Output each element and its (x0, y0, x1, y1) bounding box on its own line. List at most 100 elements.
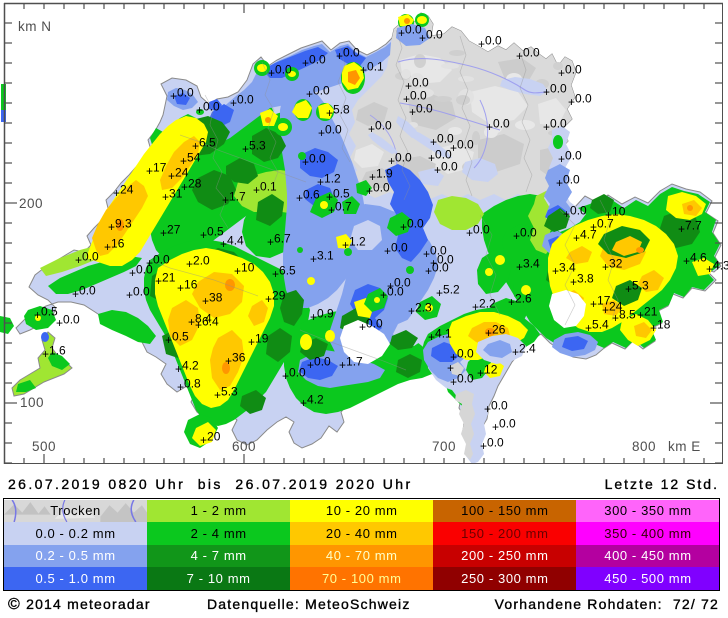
svg-text:+2.0: +2.0 (186, 254, 210, 272)
svg-text:+0.0: +0.0 (513, 226, 537, 244)
svg-text:+5.3: +5.3 (242, 139, 266, 157)
svg-text:+1.7: +1.7 (339, 355, 363, 373)
svg-text:+0.0: +0.0 (556, 173, 580, 191)
svg-text:+0.0: +0.0 (484, 399, 508, 417)
svg-text:+10: +10 (605, 205, 626, 223)
svg-text:+54: +54 (180, 151, 201, 169)
svg-text:+24: +24 (168, 166, 189, 184)
svg-text:+0.0: +0.0 (230, 93, 254, 111)
svg-text:+2.3: +2.3 (408, 301, 432, 319)
svg-text:100: 100 (20, 395, 44, 410)
svg-text:+0.0: +0.0 (405, 76, 429, 94)
svg-text:500: 500 (32, 439, 56, 454)
svg-text:+0.0: +0.0 (425, 261, 449, 279)
svg-text:+0.0: +0.0 (336, 46, 360, 64)
svg-text:+0.5: +0.5 (165, 330, 189, 348)
svg-text:+24: +24 (113, 183, 134, 201)
svg-text:+0.0: +0.0 (268, 63, 292, 81)
svg-text:+0.7: +0.7 (590, 217, 614, 235)
svg-text:200: 200 (19, 196, 43, 211)
svg-text:+4.6: +4.6 (683, 251, 707, 269)
svg-text:+3.4: +3.4 (516, 257, 540, 275)
svg-text:+0.0: +0.0 (543, 117, 567, 135)
svg-text:+0.1: +0.1 (360, 60, 384, 78)
svg-text:+0.0: +0.0 (129, 263, 153, 281)
svg-text:+0.0: +0.0 (359, 317, 383, 335)
svg-text:+0.0: +0.0 (423, 244, 447, 262)
svg-text:+0.0: +0.0 (307, 355, 331, 373)
svg-text:+0.1: +0.1 (253, 180, 277, 198)
svg-text:+0.0: +0.0 (302, 152, 326, 170)
svg-text:+0.0: +0.0 (384, 241, 408, 259)
svg-text:+32: +32 (602, 257, 623, 275)
svg-text:+1.2: +1.2 (317, 172, 341, 190)
svg-text:+10: +10 (234, 261, 255, 279)
svg-text:+3.4: +3.4 (552, 261, 576, 279)
svg-text:+0.0: +0.0 (318, 123, 342, 141)
svg-text:+0.9: +0.9 (310, 307, 334, 325)
svg-text:+5.3: +5.3 (625, 279, 649, 297)
svg-text:+0.0: +0.0 (306, 84, 330, 102)
svg-text:+19: +19 (248, 332, 269, 350)
svg-text:+0.0: +0.0 (428, 148, 452, 166)
svg-text:+0.0: +0.0 (516, 46, 540, 64)
svg-text:+8.5: +8.5 (612, 308, 636, 326)
svg-text:+0.5: +0.5 (34, 305, 58, 323)
svg-text:+0.0: +0.0 (430, 253, 454, 271)
svg-text:+9.3: +9.3 (108, 217, 132, 235)
svg-text:+0.0: +0.0 (478, 34, 502, 52)
svg-text:+0.0: +0.0 (403, 89, 427, 107)
svg-text:+26: +26 (485, 323, 506, 341)
svg-text:+12: +12 (477, 363, 498, 381)
svg-text:+0.0: +0.0 (56, 313, 80, 331)
svg-text:+4.3: +4.3 (706, 259, 728, 277)
svg-text:+0.0: +0.0 (409, 102, 433, 120)
svg-text:+0.0: +0.0 (450, 372, 474, 390)
svg-text:+0.0: +0.0 (368, 119, 392, 137)
svg-text:+0.6: +0.6 (296, 188, 320, 206)
svg-text:+0.0: +0.0 (492, 417, 516, 435)
svg-text:+0.0: +0.0 (387, 276, 411, 294)
svg-text:+1.6: +1.6 (42, 344, 66, 362)
svg-text:+17: +17 (146, 161, 167, 179)
svg-text:+1.9: +1.9 (369, 167, 393, 185)
svg-text:+5.8: +5.8 (326, 103, 350, 121)
svg-text:+1.2: +1.2 (342, 235, 366, 253)
svg-text:+4.2: +4.2 (175, 359, 199, 377)
svg-text:+0.0: +0.0 (486, 117, 510, 135)
svg-text:+0.8: +0.8 (177, 377, 201, 395)
svg-text:+38: +38 (202, 291, 223, 309)
svg-text:+7.7: +7.7 (678, 219, 702, 237)
svg-text:+28: +28 (181, 177, 202, 195)
svg-text:+0.0: +0.0 (450, 347, 474, 365)
svg-text:+0.0: +0.0 (388, 151, 412, 169)
svg-text:+0.0: +0.0 (450, 138, 474, 156)
svg-text:+6.5: +6.5 (272, 264, 296, 282)
svg-text:+0.0: +0.0 (72, 284, 96, 302)
svg-text:+4.1: +4.1 (428, 327, 452, 345)
svg-text:+17: +17 (590, 294, 611, 312)
svg-text:+0.0: +0.0 (126, 285, 150, 303)
svg-text:+0.0: +0.0 (563, 204, 587, 222)
svg-text:+0.0: +0.0 (558, 149, 582, 167)
svg-text:km N: km N (18, 19, 52, 34)
svg-text:+5.3: +5.3 (214, 385, 238, 403)
svg-text:+6.4: +6.4 (195, 315, 219, 333)
svg-text:+2.4: +2.4 (512, 342, 536, 360)
svg-text:+21: +21 (637, 305, 658, 323)
svg-text:+18: +18 (650, 318, 671, 336)
svg-text:+1.7: +1.7 (222, 190, 246, 208)
svg-text:+29: +29 (265, 289, 286, 307)
svg-text:+0.0: +0.0 (430, 132, 454, 150)
svg-text:700: 700 (432, 439, 456, 454)
svg-text:+27: +27 (160, 223, 181, 241)
svg-text:+3.8: +3.8 (570, 272, 594, 290)
svg-text:+0.0: +0.0 (568, 92, 592, 110)
svg-text:+6.5: +6.5 (192, 136, 216, 154)
svg-text:+21: +21 (155, 271, 176, 289)
svg-text:+5.4: +5.4 (585, 318, 609, 336)
svg-text:+4.4: +4.4 (220, 234, 244, 252)
svg-text:+5.2: +5.2 (436, 283, 460, 301)
svg-text:+0.0: +0.0 (146, 253, 170, 271)
svg-text:+3.1: +3.1 (310, 249, 334, 267)
